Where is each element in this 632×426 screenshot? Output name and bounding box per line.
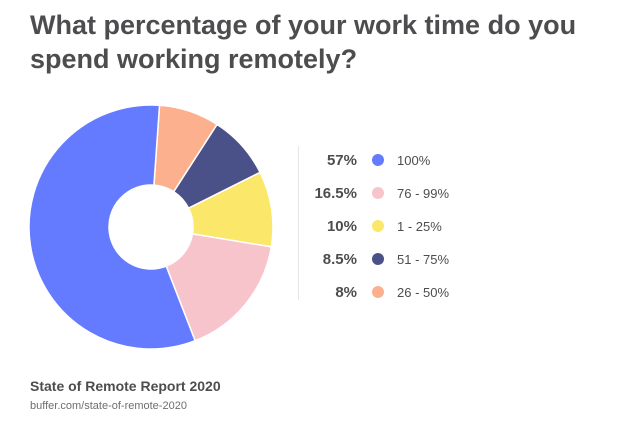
source-title: State of Remote Report 2020 (30, 378, 221, 394)
legend-item: 16.5% 76 - 99% (299, 183, 499, 203)
legend-color-dot (372, 220, 384, 232)
legend-item: 10% 1 - 25% (299, 216, 499, 236)
legend-label: 1 - 25% (397, 218, 442, 234)
legend-label: 26 - 50% (397, 284, 450, 300)
legend-color-dot (372, 286, 384, 298)
legend-item: 8% 26 - 50% (299, 282, 499, 302)
legend-label: 51 - 75% (397, 251, 450, 267)
legend-label: 100% (397, 152, 431, 168)
legend-percentage: 57% (326, 151, 357, 169)
legend-percentage: 8% (335, 283, 357, 301)
donut-slice-76-99 (165, 232, 273, 342)
source-url[interactable]: buffer.com/state-of-remote-2020 (30, 400, 187, 412)
legend-color-dot (372, 154, 384, 166)
legend-percentage: 8.5% (322, 250, 357, 268)
legend-percentage: 16.5% (314, 184, 357, 202)
legend-color-dot (372, 253, 384, 265)
chart-title: What percentage of your work time do you… (30, 10, 577, 74)
donut-chart (28, 104, 274, 350)
legend-item: 57% 100% (299, 150, 499, 170)
donut-slice-100 (28, 104, 197, 350)
legend-item: 8.5% 51 - 75% (299, 249, 499, 269)
legend-label: 76 - 99% (397, 185, 450, 201)
legend: 57% 100% 16.5% 76 - 99% 10% 1 - 25% 8.5% 51 - 7… (298, 146, 499, 302)
legend-percentage: 10% (326, 217, 357, 235)
legend-color-dot (372, 187, 384, 199)
